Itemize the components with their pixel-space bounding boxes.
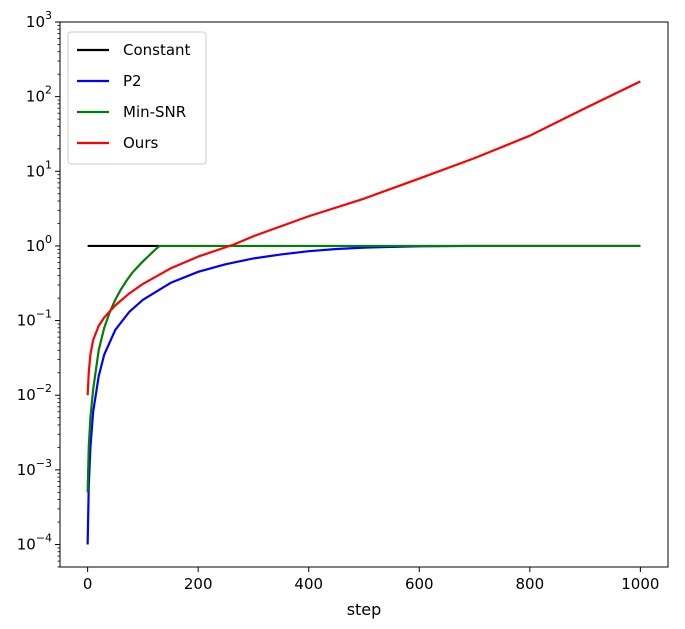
legend-label: Ours xyxy=(123,134,158,152)
y-tick-label: 10−3 xyxy=(17,457,52,479)
series-line-min-snr xyxy=(86,244,641,493)
series-line-ours xyxy=(86,80,641,396)
legend-label: Min-SNR xyxy=(123,103,186,121)
series-layer xyxy=(86,80,641,545)
axes-frame xyxy=(59,21,669,568)
y-tick-label: 10−1 xyxy=(17,308,52,330)
x-tick-label: 1000 xyxy=(621,575,659,593)
y-tick-label: 10−4 xyxy=(17,532,52,554)
x-tick-label: 600 xyxy=(405,575,434,593)
y-tick-label: 10−2 xyxy=(17,382,52,404)
legend: Constant P2 Min-SNR Ours xyxy=(67,31,207,165)
legend-label: Constant xyxy=(123,41,191,59)
y-tick-label: 103 xyxy=(26,9,52,31)
axes: 0 200 400 600 800 1000 10−4 10−3 10−2 10−1 100 101 1… xyxy=(17,9,669,593)
y-tick-label: 102 xyxy=(26,84,52,106)
legend-box xyxy=(67,31,207,165)
x-tick-label: 0 xyxy=(83,575,93,593)
x-tick-label: 200 xyxy=(184,575,213,593)
x-tick-label: 400 xyxy=(294,575,323,593)
x-tick-label: 800 xyxy=(515,575,544,593)
y-tick-label: 100 xyxy=(26,233,52,255)
x-axis-label: step xyxy=(347,600,382,619)
legend-label: P2 xyxy=(123,72,142,90)
y-tick-label: 101 xyxy=(26,158,52,180)
